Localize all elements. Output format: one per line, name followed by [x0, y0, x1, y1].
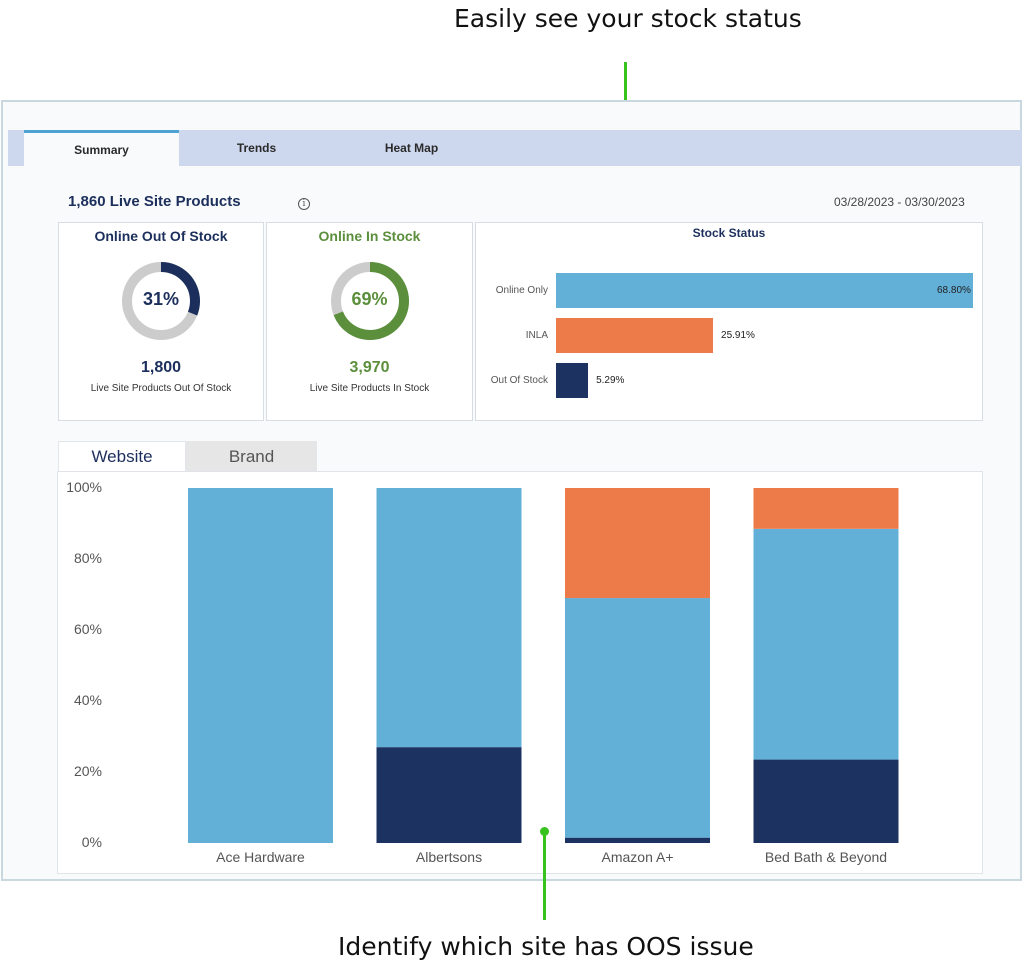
- in-stock-donut: [330, 262, 409, 340]
- out-of-stock-donut-arc: [122, 262, 200, 340]
- subtab-brand[interactable]: Brand: [186, 441, 317, 472]
- stock-status-card: Stock Status Online Only 68.80% INLA 25.91%…: [475, 222, 983, 421]
- callout-pointer-line-bottom: [543, 832, 546, 920]
- in-stock-donut-arc: [330, 262, 409, 340]
- subtab-website[interactable]: Website: [58, 441, 186, 472]
- tab-summary[interactable]: Summary: [24, 130, 179, 166]
- in-stock-card: Online In Stock 69% 3,970 Live Site Prod…: [266, 222, 473, 421]
- y-tick-label: 80%: [73, 550, 102, 566]
- in-stock-value: 3,970: [349, 359, 390, 376]
- stock-bar[interactable]: [556, 273, 973, 308]
- stock-status-title: Stock Status: [692, 226, 766, 240]
- tab-trends[interactable]: Trends: [236, 141, 277, 155]
- date-range[interactable]: 03/28/2023 - 03/30/2023: [834, 195, 965, 209]
- callout-pointer-dot-bottom: [540, 827, 549, 836]
- stock-bar-value: 5.29%: [596, 375, 625, 386]
- y-tick-label: 40%: [73, 692, 102, 708]
- out-of-stock-value: 1,800: [140, 359, 182, 376]
- tab-bar: Summary Trends Heat Map: [8, 130, 1022, 166]
- stock-bar[interactable]: [556, 318, 714, 353]
- out-of-stock-card: Online Out Of Stock 31% 1,800 Live Site …: [58, 222, 264, 421]
- y-tick-label: 0%: [81, 834, 102, 850]
- x-tick-label: Ace Hardware: [216, 849, 305, 865]
- x-tick-label: Albertsons: [415, 849, 483, 865]
- in-stock-percent: 69%: [351, 289, 388, 309]
- callout-stock-status: Easily see your stock status: [454, 4, 802, 33]
- stock-bar[interactable]: [556, 363, 589, 398]
- website-stock-chart-box: [57, 471, 983, 874]
- stock-bar-label: INLA: [525, 330, 548, 341]
- y-tick-label: 20%: [73, 763, 102, 779]
- x-tick-label: Bed Bath & Beyond: [764, 849, 888, 865]
- in-stock-subtitle: Live Site Products In Stock: [309, 383, 430, 394]
- out-of-stock-title: Online Out Of Stock: [94, 228, 228, 244]
- out-of-stock-percent: 31%: [142, 289, 180, 309]
- info-icon[interactable]: i: [298, 198, 310, 210]
- in-stock-title: Online In Stock: [318, 228, 421, 244]
- y-tick-label: 60%: [73, 621, 102, 637]
- y-tick-label: 100%: [66, 479, 102, 495]
- stock-bar-value: 25.91%: [721, 330, 755, 341]
- out-of-stock-subtitle: Live Site Products Out Of Stock: [90, 383, 232, 394]
- out-of-stock-donut: [122, 262, 200, 340]
- tab-heat-map[interactable]: Heat Map: [384, 141, 439, 155]
- live-site-products-title: 1,860 Live Site Products: [68, 193, 241, 210]
- stock-bar-value: 68.80%: [937, 285, 971, 296]
- stock-bar-label: Out Of Stock: [490, 375, 548, 386]
- x-tick-label: Amazon A+: [601, 849, 674, 865]
- stock-bar-label: Online Only: [495, 285, 548, 296]
- callout-oos-issue: Identify which site has OOS issue: [338, 932, 754, 961]
